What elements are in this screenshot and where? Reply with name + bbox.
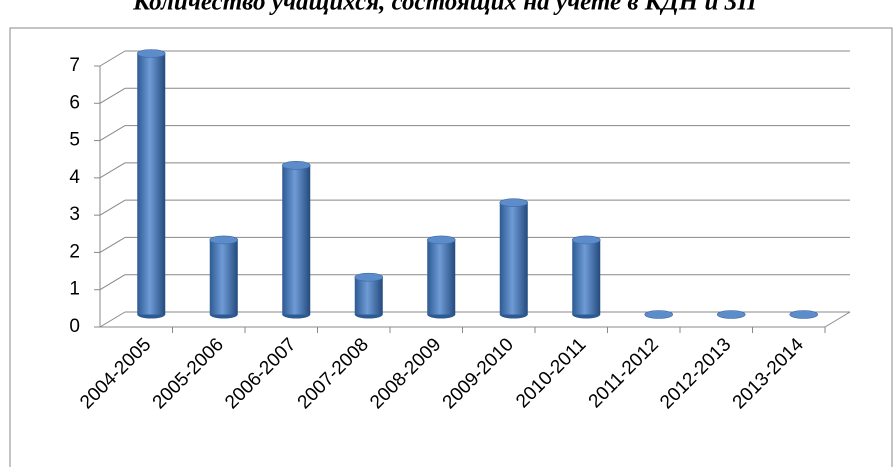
y-tick-label: 7 (69, 55, 80, 76)
y-tick-label: 6 (69, 92, 80, 113)
bar (136, 49, 166, 319)
grid-line (99, 162, 126, 179)
x-tick-label: 2005-2006 (149, 334, 228, 413)
bar (716, 310, 746, 319)
grid-line (99, 236, 126, 253)
y-tick-label: 3 (69, 204, 80, 225)
grid-line (99, 50, 126, 67)
bar (499, 198, 529, 319)
y-tick-label: 0 (69, 316, 80, 337)
floor-edge (824, 311, 851, 328)
bar (281, 161, 311, 319)
bar (789, 310, 819, 319)
x-tick-label: 2013-2014 (729, 334, 808, 413)
x-tick-label: 2007-2008 (294, 334, 373, 413)
x-tick-label: 2009-2010 (439, 334, 518, 413)
x-tick-label: 2006-2007 (221, 334, 300, 413)
x-tick-label: 2011-2012 (585, 334, 663, 412)
y-tick-label: 1 (69, 279, 80, 300)
grid-line (99, 125, 126, 142)
grid-line (99, 87, 126, 104)
x-tick-label: 2012-2013 (656, 334, 735, 413)
y-tick-label: 5 (69, 130, 80, 151)
grid-line (99, 274, 126, 291)
grid-line (99, 311, 126, 328)
bar (644, 310, 674, 319)
grid-line (99, 199, 126, 216)
bar (354, 272, 384, 319)
bar (426, 235, 456, 319)
x-tick-label: 2008-2009 (366, 334, 445, 413)
y-tick-label: 2 (69, 241, 80, 262)
bar (209, 235, 239, 319)
x-tick-label: 2010-2011 (512, 334, 590, 412)
chart-title: Количество учащихся, состоящих на учете … (132, 0, 758, 16)
bar (571, 235, 601, 319)
y-tick-label: 4 (69, 167, 80, 188)
x-tick-label: 2004-2005 (76, 334, 155, 413)
chart-border (9, 27, 893, 467)
